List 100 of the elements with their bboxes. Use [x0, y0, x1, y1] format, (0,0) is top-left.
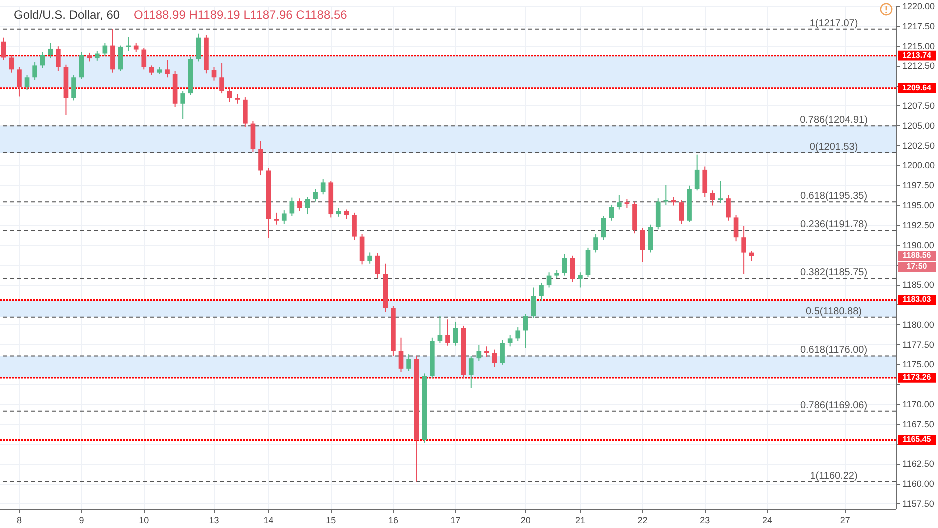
candlestick	[546, 272, 552, 288]
candlestick	[742, 226, 746, 275]
candlestick	[142, 48, 147, 70]
ref-line-label: 1213.74	[902, 50, 932, 60]
candlestick	[524, 314, 528, 349]
x-tick-label: 20	[520, 516, 531, 526]
y-tick-label: 1205.00	[902, 120, 936, 131]
ref-line-label: 0.382(1185.75)	[800, 268, 868, 279]
y-tick-label: 1207.50	[902, 100, 936, 111]
candlestick	[235, 94, 240, 104]
y-tick-label: 1177.50	[902, 340, 934, 350]
x-tick-label: 23	[700, 516, 710, 526]
ref-line-label: 1165.45	[902, 435, 932, 444]
candlestick	[648, 224, 653, 254]
ref-line-label: 0.618(1195.35)	[800, 191, 868, 202]
candlestick	[243, 97, 248, 128]
ref-line-label: 1173.26	[902, 372, 932, 382]
ref-line-label: 1(1217.07)	[810, 18, 858, 30]
candlestick	[516, 327, 521, 342]
annotation: O1188.99 H1189.19 L1187.96 C1188.56	[134, 8, 348, 22]
y-tick-label: 1195.00	[902, 200, 934, 210]
candlestick	[227, 88, 232, 103]
y-tick-label: 1180.00	[902, 320, 934, 330]
candlestick	[212, 66, 217, 82]
candlestick	[734, 214, 739, 242]
candlestick	[702, 166, 708, 198]
candlestick	[165, 60, 170, 78]
candlestick	[500, 340, 505, 366]
y-tick-label: 1190.00	[902, 240, 934, 250]
candlestick	[368, 252, 372, 264]
candlestick	[258, 140, 264, 176]
x-tick-label: 15	[326, 516, 336, 526]
candlestick	[539, 282, 544, 302]
x-tick-label: 27	[840, 516, 850, 526]
ref-line-label: 1209.64	[902, 83, 932, 92]
y-tick-label: 1220.00	[902, 2, 936, 12]
text: 17:50	[906, 262, 928, 272]
y-tick-label: 1162.50	[902, 459, 934, 470]
candlestick	[562, 254, 568, 276]
candlestick	[694, 154, 700, 192]
candlestick	[40, 52, 46, 69]
candlestick	[79, 52, 84, 80]
ref-line-label: 0.5(1180.88)	[806, 306, 862, 318]
candlestick	[110, 28, 116, 74]
candlestick	[118, 45, 124, 72]
x-tick-label: 21	[575, 516, 586, 526]
candlestick	[352, 212, 357, 240]
candlestick	[320, 179, 326, 196]
candlestick	[220, 62, 224, 94]
candlestick	[484, 346, 490, 358]
candlestick	[710, 190, 716, 206]
candlestick	[32, 62, 38, 81]
candlestick	[679, 200, 684, 225]
candlestick	[640, 228, 646, 263]
candlestick	[508, 334, 513, 348]
candlestick	[24, 74, 30, 91]
ref-line-label: 0.236(1191.78)	[800, 220, 868, 231]
y-tick-label: 1215.00	[902, 41, 936, 52]
x-tick-label: 8	[16, 516, 22, 526]
x-tick-label: 22	[638, 516, 648, 526]
y-tick-label: 1157.50	[902, 498, 934, 509]
y-tick-label: 1170.00	[902, 399, 934, 410]
candlestick	[601, 216, 606, 240]
candlestick	[438, 316, 443, 344]
candlestick	[468, 356, 474, 389]
candlestick	[126, 36, 131, 52]
x-tick-label: 14	[264, 516, 274, 526]
candlestick	[344, 209, 350, 220]
y-tick-label: 1197.50	[902, 180, 934, 191]
candlestick	[94, 50, 100, 62]
candlestick	[17, 66, 22, 98]
ref-line-label: 0.786(1204.91)	[800, 115, 868, 126]
candlestick	[274, 212, 280, 226]
candlestick	[150, 65, 154, 76]
ref-line-label: 1(1160.22)	[810, 470, 858, 482]
candlestick	[406, 354, 412, 372]
y-tick-label: 1175.00	[902, 360, 934, 370]
candlestick	[609, 204, 614, 222]
candlestick	[305, 196, 310, 216]
candlestick	[578, 272, 583, 288]
x-tick-label: 10	[139, 516, 150, 526]
candlestick	[313, 188, 318, 202]
y-tick-label: 1217.50	[902, 21, 936, 32]
candlestick	[72, 74, 76, 102]
y-tick-label: 1167.50	[902, 419, 934, 430]
candlestick	[298, 198, 302, 212]
candlestick	[594, 234, 598, 254]
candlestick	[102, 42, 108, 57]
y-tick-label: 1192.50	[902, 220, 934, 230]
candlestick	[531, 287, 536, 318]
candlestick	[749, 250, 754, 262]
candlestick	[48, 42, 54, 60]
candlestick	[282, 210, 287, 225]
candlestick	[196, 33, 202, 62]
candlestick	[664, 184, 669, 206]
y-tick-label: 1202.50	[902, 140, 936, 151]
candlestick	[375, 253, 380, 279]
candlestick	[398, 337, 404, 373]
x-tick-label: 16	[388, 516, 398, 526]
y-tick-label: 1212.50	[902, 61, 936, 72]
